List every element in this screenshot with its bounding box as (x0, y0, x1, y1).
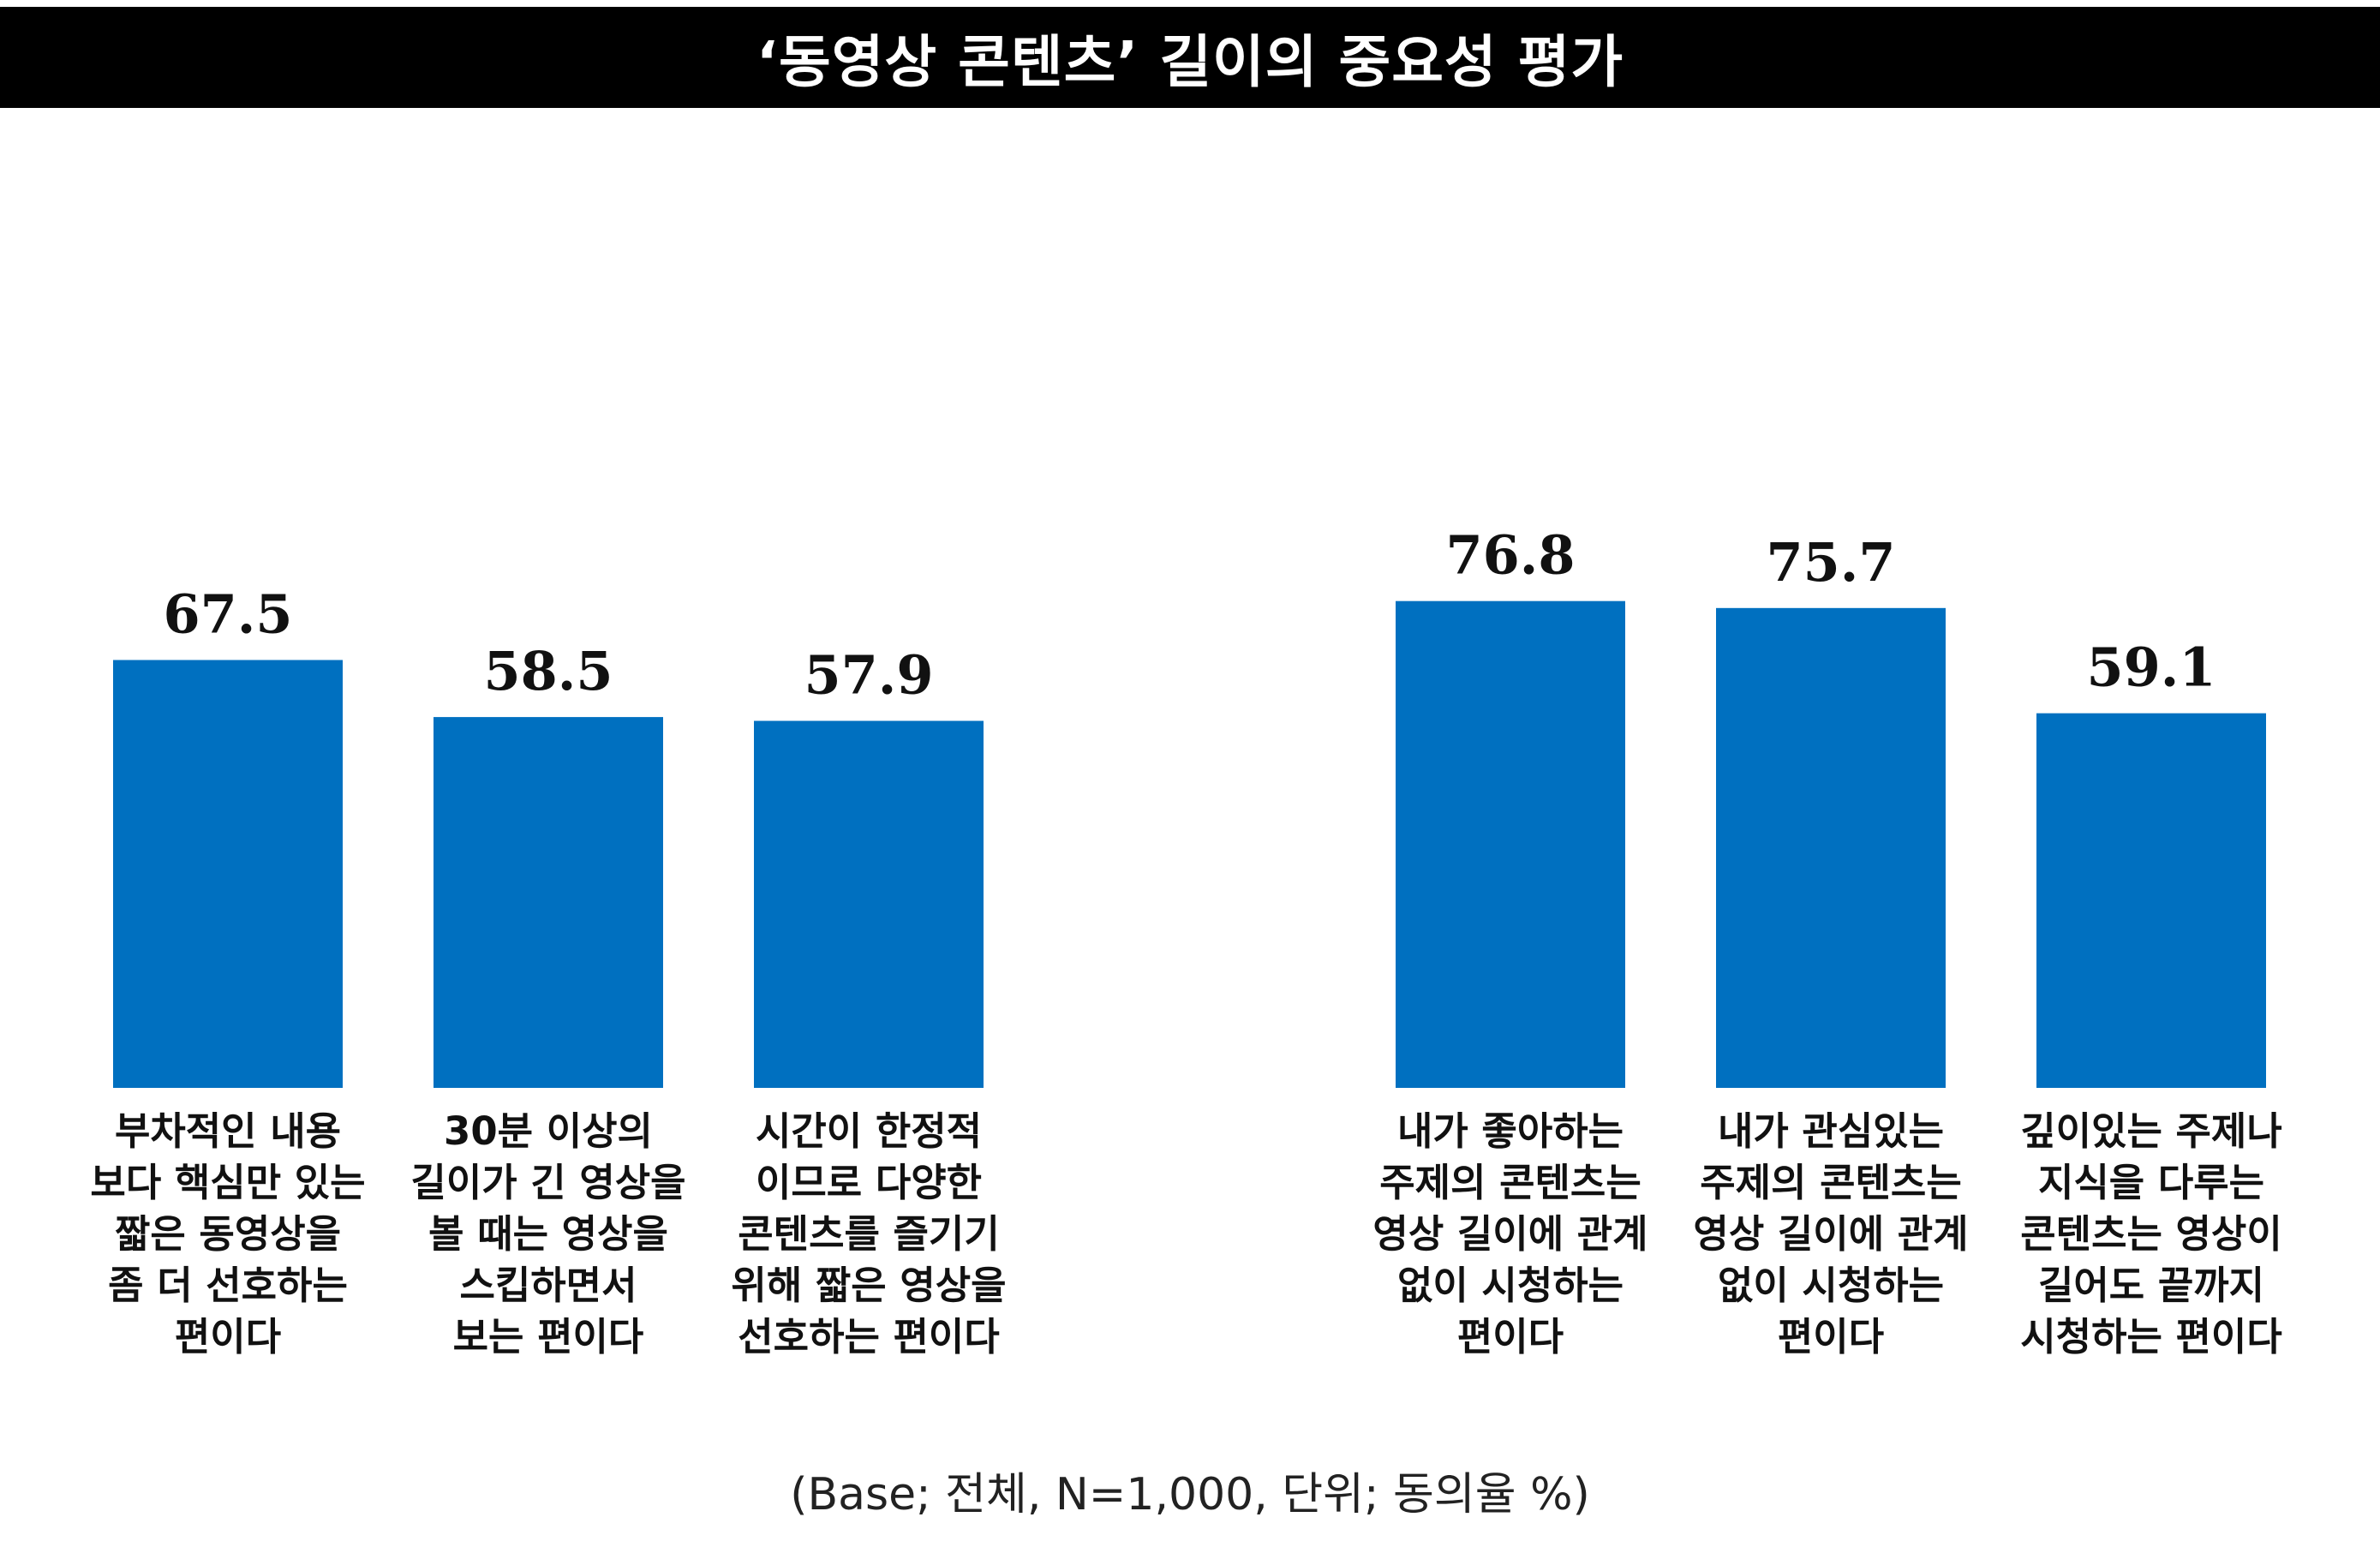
category-label-line: 깊이있는 주제나 (2020, 1108, 2281, 1154)
category-label-line: 이므로 다양한 (756, 1160, 982, 1205)
category-label-line: 좀 더 선호하는 (108, 1263, 348, 1308)
category-label-line: 콘텐츠를 즐기기 (738, 1211, 999, 1257)
category-label-line: 편이다 (1457, 1314, 1564, 1359)
bar-value-label-2-2: 75.7 (1766, 531, 1895, 594)
category-label-line: 시청하는 편이다 (2020, 1314, 2281, 1359)
category-label-line: 선호하는 편이다 (738, 1314, 999, 1359)
bar-1-3 (754, 720, 984, 1088)
category-label-line: 볼 때는 영상을 (428, 1211, 668, 1257)
category-label-line: 주제의 콘텐츠는 (1700, 1160, 1961, 1205)
bar-value-label-2-3: 59.1 (2086, 636, 2216, 699)
category-label-line: 없이 시청하는 (1718, 1263, 1944, 1308)
chart-footnote: (Base; 전체, N=1,000, 단위; 동의율 %) (790, 1469, 1590, 1520)
bar-value-label-1-2: 58.5 (483, 640, 613, 702)
bar-value-label-2-1: 76.8 (1445, 524, 1575, 587)
category-label-line: 위해 짧은 영상을 (731, 1263, 1006, 1308)
category-label-line: 내가 관심있는 (1718, 1108, 1944, 1154)
category-label-line: 길어도 끝까지 (2038, 1263, 2264, 1308)
category-label-line: 영상 길이에 관계 (1693, 1211, 1968, 1257)
bar-1-1 (113, 660, 343, 1088)
category-label-line: 편이다 (1778, 1314, 1884, 1359)
category-label-line: 길이가 긴 영상을 (410, 1160, 685, 1205)
category-label-line: 부차적인 내용 (115, 1108, 341, 1154)
title-bar: ‘동영상 콘텐츠’ 길이의 중요성 평가 (0, 7, 2380, 108)
category-label-line: 30분 이상의 (444, 1108, 653, 1154)
category-label-line: 편이다 (175, 1314, 281, 1359)
category-label-line: 보는 편이다 (453, 1314, 644, 1359)
bar-2-3 (2036, 713, 2266, 1088)
bar-1-2 (434, 717, 663, 1088)
category-label-line: 영상 길이에 관계 (1372, 1211, 1647, 1257)
chart-title: ‘동영상 콘텐츠’ 길이의 중요성 평가 (756, 29, 1624, 95)
bar-2-1 (1396, 600, 1625, 1088)
category-label-line: 없이 시청하는 (1397, 1263, 1624, 1308)
category-label-line: 스킵하면서 (459, 1263, 637, 1308)
bar-2-2 (1716, 607, 1946, 1088)
category-label-line: 시간이 한정적 (756, 1108, 982, 1154)
bar-value-label-1-3: 57.9 (804, 644, 933, 707)
category-label-line: 주제의 콘텐츠는 (1379, 1160, 1641, 1205)
category-label-line: 지식을 다루는 (2038, 1160, 2264, 1205)
category-label-line: 보다 핵심만 있는 (90, 1160, 365, 1205)
bar-value-label-1-1: 67.5 (163, 583, 292, 646)
category-label-line: 콘텐츠는 영상이 (2020, 1211, 2281, 1257)
category-label-line: 내가 좋아하는 (1397, 1108, 1624, 1154)
category-label-line: 짧은 동영상을 (115, 1211, 341, 1257)
